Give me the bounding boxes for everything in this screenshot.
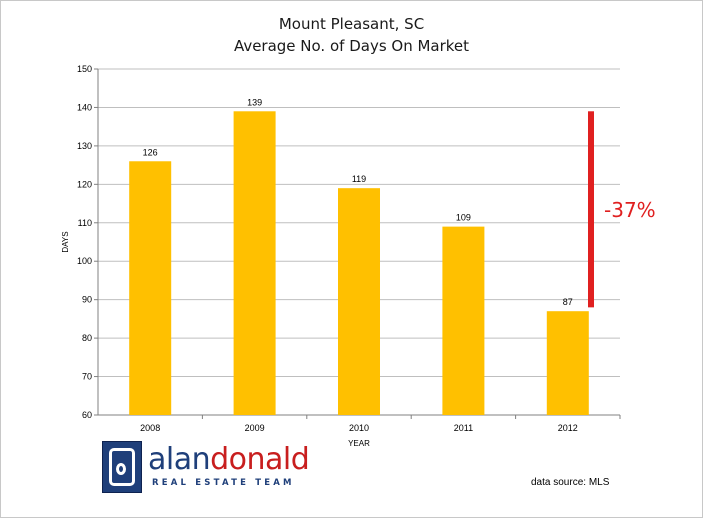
company-logo: alandonald REAL ESTATE TEAM <box>102 441 332 497</box>
annotation-label: -37% <box>604 198 656 222</box>
y-tick-label: 60 <box>82 410 92 420</box>
data-source-note: data source: MLS <box>531 477 610 488</box>
data-label: 119 <box>352 174 366 184</box>
bar <box>546 311 589 415</box>
x-tick-label: 2010 <box>349 423 369 433</box>
logo-mark-icon <box>102 441 142 493</box>
y-tick-label: 130 <box>77 141 92 151</box>
y-axis-title: DAYS <box>61 231 70 252</box>
x-tick-label: 2011 <box>454 423 473 433</box>
chart-title: Mount Pleasant, SC <box>278 15 425 33</box>
y-tick-label: 110 <box>78 218 92 228</box>
y-tick-label: 150 <box>77 64 92 74</box>
x-axis-title: YEAR <box>348 439 370 448</box>
data-label: 87 <box>563 297 573 307</box>
logo-tagline: REAL ESTATE TEAM <box>152 478 295 488</box>
logo-wordmark: alandonald <box>148 442 310 477</box>
y-tick-label: 140 <box>77 102 92 112</box>
x-tick-label: 2012 <box>558 423 578 433</box>
chart-subtitle: Average No. of Days On Market <box>233 37 470 55</box>
bar <box>442 226 485 415</box>
y-tick-label: 120 <box>77 179 92 189</box>
bar <box>129 161 172 415</box>
data-label: 126 <box>143 147 158 157</box>
y-tick-label: 100 <box>77 256 92 266</box>
y-tick-label: 70 <box>82 372 92 382</box>
data-label: 109 <box>456 213 471 223</box>
annotation-bar <box>588 111 594 308</box>
bar <box>233 111 276 416</box>
y-tick-label: 90 <box>82 295 92 305</box>
data-label: 139 <box>247 97 262 107</box>
logo-word-1: alan <box>148 442 211 477</box>
x-tick-label: 2008 <box>140 423 160 433</box>
bar <box>338 188 380 415</box>
y-tick-label: 80 <box>82 333 92 343</box>
x-tick-label: 2009 <box>245 423 265 433</box>
logo-word-2: donald <box>210 442 310 477</box>
